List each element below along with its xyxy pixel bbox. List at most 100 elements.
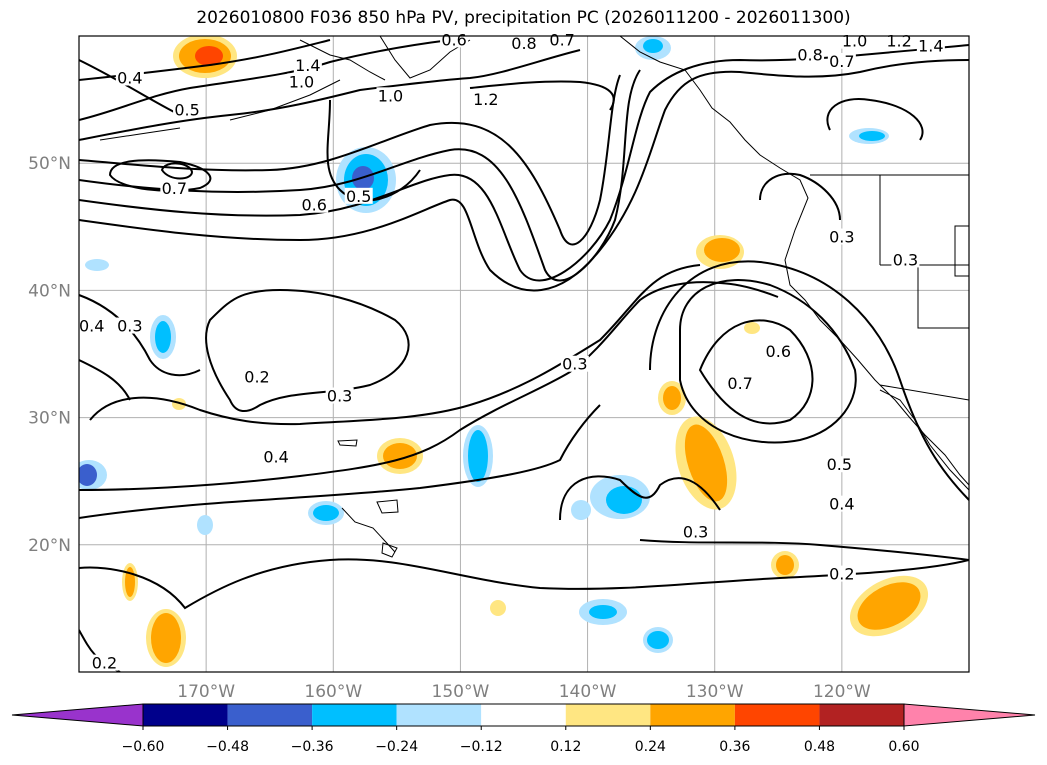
colorbar-extend-high <box>903 703 1036 727</box>
lon-tick-label: 170°W <box>177 682 235 702</box>
lon-tick-label: 160°W <box>304 682 362 702</box>
longitude-labels: 170°W 160°W 150°W 140°W 130°W 120°W <box>177 682 871 702</box>
lat-tick-label: 40°N <box>28 281 71 301</box>
colorbar-tick-label: 0.36 <box>719 739 750 755</box>
contour-label-bg <box>827 495 856 512</box>
colorbar-segment <box>565 704 651 726</box>
contour-label-bg <box>796 46 825 63</box>
contour-label-bg <box>548 31 577 48</box>
colorbar-segment <box>143 704 228 726</box>
contour-label: 0.5 <box>827 455 852 474</box>
contour-label-bg <box>840 32 869 49</box>
lat-tick-label: 50°N <box>28 154 71 174</box>
contour-label: 0.8 <box>797 46 822 65</box>
colorbar-tick-label: 0.60 <box>888 739 919 755</box>
colorbar-tick-label: −0.60 <box>122 739 165 755</box>
lon-tick-label: 140°W <box>559 682 617 702</box>
contour-label: 0.2 <box>92 654 117 673</box>
contour-label-bg <box>173 101 202 118</box>
contour-label-bg <box>916 37 945 54</box>
plot-frame <box>78 35 970 673</box>
contour-label: 1.0 <box>378 86 403 105</box>
contour-label: 0.4 <box>829 495 854 514</box>
colorbar-tick-label: −0.12 <box>460 739 503 755</box>
colorbar-segment <box>227 704 313 726</box>
contour-label: 1.2 <box>473 90 498 109</box>
contour-label-bg <box>325 387 354 404</box>
contour-label-bg <box>293 56 322 73</box>
contour-label: 0.6 <box>766 342 791 361</box>
contour-label: 0.4 <box>263 448 288 467</box>
contour-label-bg <box>300 196 329 213</box>
contour-label-bg <box>764 343 793 359</box>
contour-label: 0.3 <box>893 250 918 269</box>
contour-label-bg <box>827 228 856 245</box>
colorbar-segment <box>312 704 397 726</box>
contour-label: 0.5 <box>346 187 371 206</box>
contour-label: 0.4 <box>79 317 104 336</box>
contour-label-bg <box>77 317 106 334</box>
contour-label: 0.7 <box>162 179 187 198</box>
contour-label: 0.7 <box>549 30 574 49</box>
latitude-labels: 20°N 30°N 40°N 50°N <box>28 154 71 556</box>
contour-label-bg <box>726 374 755 391</box>
colorbar-segment <box>396 704 482 726</box>
colorbar-tick-label: −0.24 <box>375 739 418 755</box>
contour-label: 0.8 <box>511 34 536 53</box>
contour-label: 0.4 <box>117 69 142 88</box>
contour-label: 0.7 <box>727 374 752 393</box>
contour-label-bg <box>344 187 373 204</box>
colorbar-segment <box>481 704 566 726</box>
contour-label-bg <box>825 456 854 473</box>
contour-label: 0.3 <box>829 228 854 247</box>
lon-tick-label: 120°W <box>813 682 871 702</box>
contour-label-bg <box>160 180 189 197</box>
lat-tick-label: 20°N <box>28 536 71 556</box>
contour-label: 0.7 <box>829 52 854 71</box>
pv-contours <box>79 39 969 672</box>
contour-label-bg <box>471 91 500 108</box>
chart-title: 2026010800 F036 850 hPa PV, precipitatio… <box>196 8 851 28</box>
contour-label-bg <box>827 52 856 69</box>
contour-label-bg <box>510 35 538 52</box>
contour-label: 1.0 <box>289 72 314 91</box>
contour-label-bg <box>243 368 271 385</box>
contour-label: 0.6 <box>301 196 326 215</box>
colorbar <box>11 703 1036 727</box>
colorbar-tick-labels: −0.60 −0.48 −0.36 −0.24 −0.12 0.12 0.24 0.36 0.4… <box>122 726 920 755</box>
coastlines <box>99 36 969 558</box>
colorbar-segment <box>734 704 820 726</box>
colorbar-outline <box>142 703 905 727</box>
lat-tick-label: 30°N <box>28 409 71 429</box>
colorbar-tick-label: 0.24 <box>635 739 666 755</box>
contour-label: 0.3 <box>117 317 142 336</box>
colorbar-tick-label: 0.48 <box>804 739 835 755</box>
contour-label: 0.6 <box>441 30 466 49</box>
contour-label: 0.2 <box>829 565 854 584</box>
contour-label: 0.3 <box>562 355 587 374</box>
precip-shading <box>79 36 929 667</box>
contour-label-bg <box>376 87 405 104</box>
contour-label-bg <box>560 355 589 372</box>
contour-label: 0.3 <box>327 387 352 406</box>
contour-label: 0.2 <box>244 367 269 386</box>
colorbar-tick-label: −0.36 <box>291 739 334 755</box>
contour-label: 1.4 <box>295 56 320 75</box>
contour-label-bg <box>891 251 920 268</box>
contour-label-bg <box>262 448 291 465</box>
colorbar-extend-low <box>11 703 144 727</box>
colorbar-segment <box>650 704 735 726</box>
contour-label: 0.5 <box>174 100 199 119</box>
lon-tick-label: 130°W <box>686 682 744 702</box>
contour-label-bg <box>90 654 119 671</box>
colorbar-segment <box>819 704 904 726</box>
colorbar-tick-label: 0.12 <box>550 739 581 755</box>
contour-label-bg <box>287 73 316 90</box>
lon-tick-label: 150°W <box>432 682 490 702</box>
contour-label-bg <box>440 31 469 48</box>
contour-label-bg <box>681 523 710 540</box>
colorbar-tick-label: −0.48 <box>206 739 249 755</box>
contour-label-bg <box>827 565 856 582</box>
contour-label-bg <box>115 317 144 334</box>
